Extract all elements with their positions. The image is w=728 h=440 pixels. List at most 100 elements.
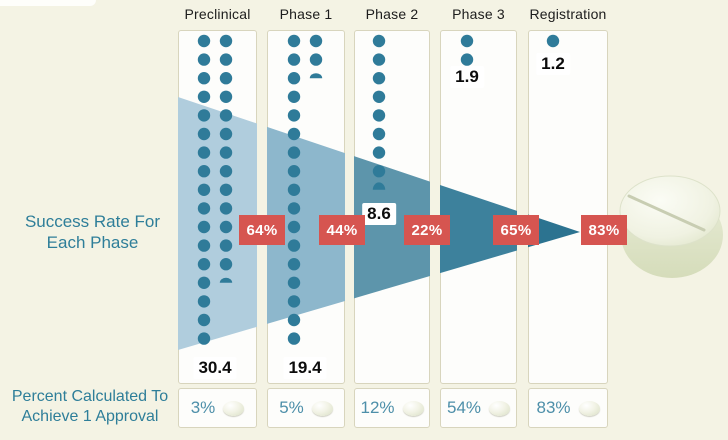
compound-dot (372, 146, 386, 159)
phase-header-1: Preclinical (184, 6, 251, 22)
approval-percent-label-1: 3% (190, 398, 216, 417)
compound-dot (287, 127, 301, 141)
compound-dot (197, 183, 211, 196)
compound-dot (197, 313, 211, 327)
compound-dot (287, 146, 301, 159)
compound-dot (197, 332, 211, 345)
compound-dot (219, 202, 233, 215)
compound-dot (197, 53, 211, 66)
compound-dot (287, 220, 301, 234)
compound-dot-partial (219, 277, 233, 283)
success-rate-badge-3: 22% (404, 215, 450, 245)
funnel-segment-3 (354, 156, 430, 299)
success-rate-badge-1: 64% (239, 215, 285, 245)
compound-dot (546, 34, 560, 48)
compound-dot (219, 90, 233, 104)
compound-dot (309, 53, 323, 66)
compound-dot (287, 183, 301, 196)
compound-dot (287, 72, 301, 85)
compound-count-label-3: 8.6 (362, 203, 396, 225)
compound-dot (372, 127, 386, 141)
compound-dot (197, 276, 211, 289)
compound-dot-partial (372, 182, 386, 190)
pill-icon (223, 400, 245, 416)
compound-dot (460, 34, 474, 48)
approval-percent-label-4: 54% (446, 398, 482, 417)
compound-dot (287, 239, 301, 252)
approval-percent-label-2: 5% (279, 398, 304, 417)
compound-dot (197, 90, 211, 104)
phase-header-2: Phase 1 (279, 6, 333, 22)
approval-percent-label-5: 83% (536, 398, 571, 417)
compound-dot (219, 34, 233, 48)
compound-dot (460, 53, 474, 66)
compound-dot (197, 109, 211, 122)
funnel-segment-1 (178, 97, 257, 350)
compound-dot (287, 332, 301, 345)
compound-dot (197, 127, 211, 141)
approval-caption-line1: Percent Calculated To (11, 388, 169, 405)
approval-percent-label-3: 12% (360, 398, 395, 417)
approval-percent-box-3: 12% (354, 388, 430, 428)
compound-dot (197, 295, 211, 308)
compound-dot (372, 34, 386, 48)
dot-pictograms (197, 34, 560, 345)
compound-dot (219, 239, 233, 252)
pill-icon (489, 400, 511, 416)
success-rate-badge-2: 44% (319, 215, 365, 245)
phase-header-5: Registration (529, 6, 607, 22)
approval-percent-box-4: 54% (440, 388, 517, 428)
scan-artifact-sliver (0, 0, 96, 6)
approval-percent-box-5: 83% (528, 388, 608, 428)
compound-count-label-2: 19.4 (283, 357, 327, 379)
compound-dot (197, 202, 211, 215)
phase-header-4: Phase 3 (452, 6, 505, 22)
compound-count-label-4: 1.9 (450, 66, 484, 88)
compound-dot (309, 34, 323, 48)
compound-dot (219, 127, 233, 141)
compound-dot (219, 220, 233, 234)
compound-dot (197, 220, 211, 234)
success-rate-badge-4: 65% (493, 215, 539, 245)
compound-count-label-1: 30.4 (193, 357, 237, 379)
compound-dot (287, 313, 301, 327)
funnel-segment-4 (440, 184, 517, 274)
approval-percent-box-1: 3% (178, 388, 257, 428)
compound-dot (287, 90, 301, 104)
compound-dot (197, 239, 211, 252)
success-rate-badge-5: 83% (581, 215, 627, 245)
success-rate-caption-line1: Success Rate For (24, 212, 161, 231)
compound-dot (197, 72, 211, 85)
compound-dot (372, 72, 386, 85)
compound-dot (219, 72, 233, 85)
phase-column-box-5 (528, 30, 608, 384)
approval-caption-line2: Achieve 1 Approval (21, 408, 159, 425)
compound-dot (197, 165, 211, 178)
funnel-segment-5 (528, 214, 580, 248)
compound-dot (197, 34, 211, 48)
compound-dot (287, 276, 301, 289)
compound-dot (372, 90, 386, 104)
compound-dot (219, 165, 233, 178)
compound-dot (372, 53, 386, 66)
compound-dot (287, 34, 301, 48)
approval-caption: Percent Calculated To Achieve 1 Approval (2, 387, 178, 427)
compound-dot (219, 183, 233, 196)
compound-dot (219, 53, 233, 66)
compound-dot (219, 146, 233, 159)
funnel (178, 97, 580, 350)
pill-image (619, 175, 723, 278)
compound-dot-partial (309, 73, 323, 79)
compound-dot (287, 109, 301, 122)
pill-score-line (627, 194, 706, 232)
pill-icon (578, 400, 600, 416)
funnel-segment-2 (267, 126, 345, 324)
pill-icon (311, 400, 333, 416)
compound-dot (219, 258, 233, 271)
pill-top-face (619, 175, 721, 247)
compound-dot (219, 109, 233, 122)
compound-dot (372, 165, 386, 178)
pill-icon (402, 400, 424, 416)
